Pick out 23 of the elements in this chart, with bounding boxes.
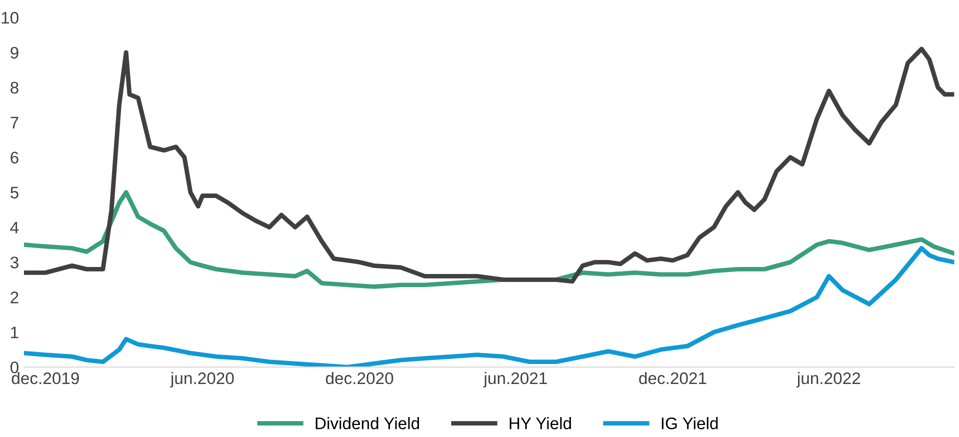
- x-tick-label: jun.2022: [796, 372, 860, 388]
- y-tick-label: 6: [10, 152, 18, 164]
- y-tick-label: 0: [10, 361, 18, 374]
- y-tick-label: 8: [10, 82, 18, 94]
- y-tick-label: 9: [10, 46, 18, 59]
- legend-label: IG Yield: [662, 417, 718, 430]
- y-tick-label: 4: [10, 222, 19, 234]
- legend-label: Dividend Yield: [316, 417, 419, 430]
- x-tick-label: dec.2021: [639, 372, 706, 384]
- line-series: [24, 46, 954, 284]
- x-tick-label: jun.2020: [170, 372, 234, 388]
- x-tick-label: dec.2019: [12, 372, 79, 384]
- y-tick-label: 1: [11, 326, 18, 338]
- y-tick-label: 3: [10, 256, 18, 268]
- x-tick-label: dec.2020: [326, 372, 394, 384]
- x-tick-label: jun.2021: [483, 372, 547, 388]
- line-series: [24, 190, 954, 289]
- line-series: [24, 246, 954, 368]
- legend-label: HY Yield: [510, 417, 571, 430]
- y-tick-label: 5: [10, 186, 18, 198]
- y-tick-label: 2: [10, 292, 18, 304]
- y-tick-label: 7: [10, 116, 18, 128]
- y-tick-label: 10: [2, 12, 18, 24]
